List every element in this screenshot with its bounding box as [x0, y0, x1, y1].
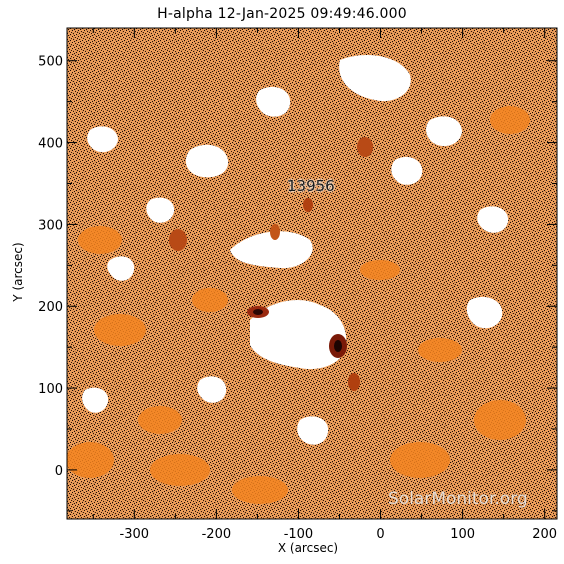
- y-tick-label: 100: [38, 382, 63, 397]
- x-axis-label: X (arcsec): [277, 541, 339, 555]
- y-tick-label: 300: [38, 218, 63, 233]
- y-axis-label: Y (arcsec): [11, 242, 25, 302]
- plot-frame: [66, 27, 558, 520]
- axis-ticks: -300 -200 -100 0 100 200 0 100 200 300 400 500: [38, 28, 557, 542]
- figure-title: H-alpha 12-Jan-2025 09:49:46.000: [157, 6, 407, 22]
- watermark: SolarMonitor.org: [388, 489, 528, 509]
- x-tick-label: -200: [202, 527, 232, 542]
- bright-regions: [82, 55, 509, 445]
- y-tick-label: 200: [38, 300, 63, 315]
- solar-image: [67, 28, 557, 519]
- x-tick-label: 0: [376, 527, 384, 542]
- x-tick-label: 100: [450, 527, 475, 542]
- y-tick-label: 0: [55, 464, 63, 479]
- x-tick-label: 200: [532, 527, 557, 542]
- active-region-kernels: [169, 137, 373, 391]
- chromosphere-grain: [67, 28, 557, 519]
- y-tick-label: 400: [38, 137, 63, 152]
- active-region-label: 13956: [287, 177, 335, 195]
- x-tick-label: -100: [284, 527, 314, 542]
- y-tick-label: 500: [38, 55, 63, 70]
- x-tick-label: -300: [120, 527, 150, 542]
- orange-plage-patches: [67, 106, 530, 504]
